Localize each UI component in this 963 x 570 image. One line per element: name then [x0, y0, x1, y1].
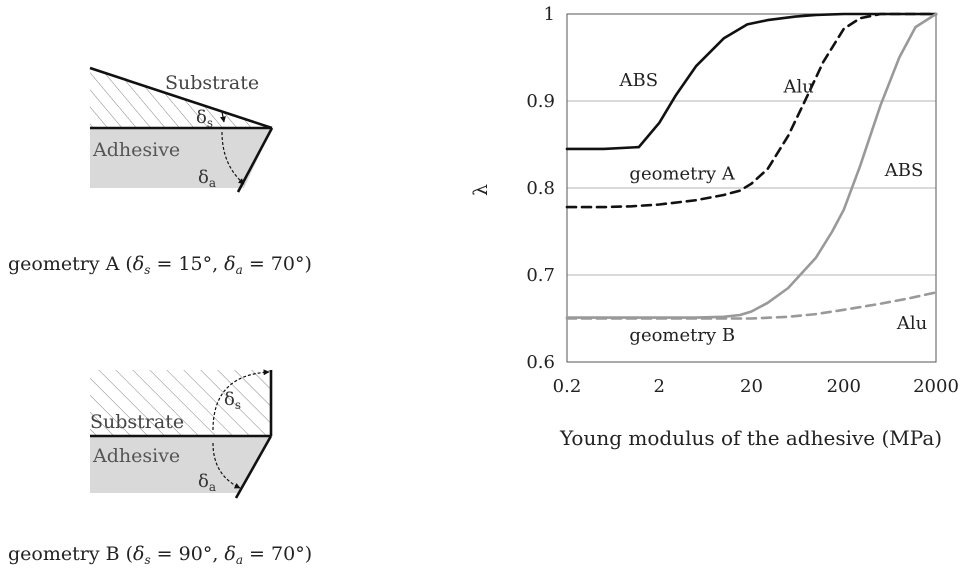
y-tick-label: 0.7	[526, 265, 555, 286]
annotation-label: ABS	[884, 160, 924, 181]
geometry-b-delta-a-arc	[212, 442, 241, 489]
series-line-geometry-a-alu	[565, 12, 938, 209]
geometry-b-caption: geometry B (δs = 90°, δa = 70°)	[8, 543, 312, 567]
x-tick-label: 200	[827, 376, 861, 397]
geometry-b-adhesive-edge	[234, 435, 273, 499]
annotation-label: geometry A	[629, 163, 735, 184]
lambda-vs-modulus-chart: 0.6 0.7 0.8 0.9 1 0.2 2 20 200 2000 ABS Alu geomet…	[470, 4, 959, 450]
geometry-a-substrate-edge	[89, 66, 273, 130]
geometry-a-delta-a-arc	[221, 131, 245, 185]
chart-y-axis-label: λ	[470, 184, 492, 196]
chart-plot-frame	[566, 13, 937, 363]
geometry-a-adhesive-region	[90, 128, 272, 188]
chart-gridlines	[567, 100, 936, 276]
geometry-b-adhesive-region	[90, 436, 271, 493]
chart-series-group	[565, 12, 938, 320]
geometry-b-diagram: δs Substrate Adhesive δa	[90, 369, 273, 499]
geometry-b-delta-s-arc	[212, 369, 270, 431]
geometry-a-delta-a-label: δa	[198, 167, 216, 190]
geometry-b-adhesive-label: Adhesive	[92, 445, 180, 467]
geometry-a-delta-s-arc	[219, 111, 226, 123]
annotation-label: Alu	[896, 313, 927, 334]
annotation-label: Alu	[783, 76, 814, 97]
chart-annotations: ABS Alu geometry A ABS Alu geometry B	[619, 70, 928, 346]
geometry-b-substrate-label: Substrate	[90, 411, 184, 433]
geometry-b-delta-a-label: δa	[198, 471, 216, 494]
chart-x-axis-label: Young modulus of the adhesive (MPa)	[559, 426, 942, 450]
geometry-b-substrate-region	[90, 370, 271, 436]
geometry-a-delta-s-label: δs	[196, 107, 213, 130]
x-tick-label: 20	[740, 376, 763, 397]
annotation-label: geometry B	[629, 325, 735, 346]
geometry-b-delta-s-label: δs	[224, 389, 241, 412]
x-tick-label: 0.2	[553, 376, 582, 397]
geometry-a-diagram: Substrate δs Adhesive δa	[89, 66, 274, 193]
series-line-geometry-a-abs	[565, 12, 938, 151]
geometry-a-adhesive-label: Adhesive	[92, 139, 180, 161]
y-tick-label: 0.6	[526, 352, 555, 373]
annotation-label: ABS	[619, 70, 659, 91]
chart-x-ticks: 0.2 2 20 200 2000	[553, 376, 959, 397]
x-tick-label: 2	[654, 376, 665, 397]
x-tick-label: 2000	[913, 376, 959, 397]
geometry-a-caption: geometry A (δs = 15°, δa = 70°)	[8, 253, 312, 277]
series-line-geometry-b-alu	[565, 291, 938, 320]
y-tick-label: 1	[544, 4, 555, 25]
geometry-a-substrate-label: Substrate	[165, 72, 259, 94]
y-tick-label: 0.8	[526, 178, 555, 199]
chart-y-ticks: 0.6 0.7 0.8 0.9 1	[526, 4, 555, 373]
series-line-geometry-b-abs	[565, 12, 938, 319]
y-tick-label: 0.9	[526, 91, 555, 112]
